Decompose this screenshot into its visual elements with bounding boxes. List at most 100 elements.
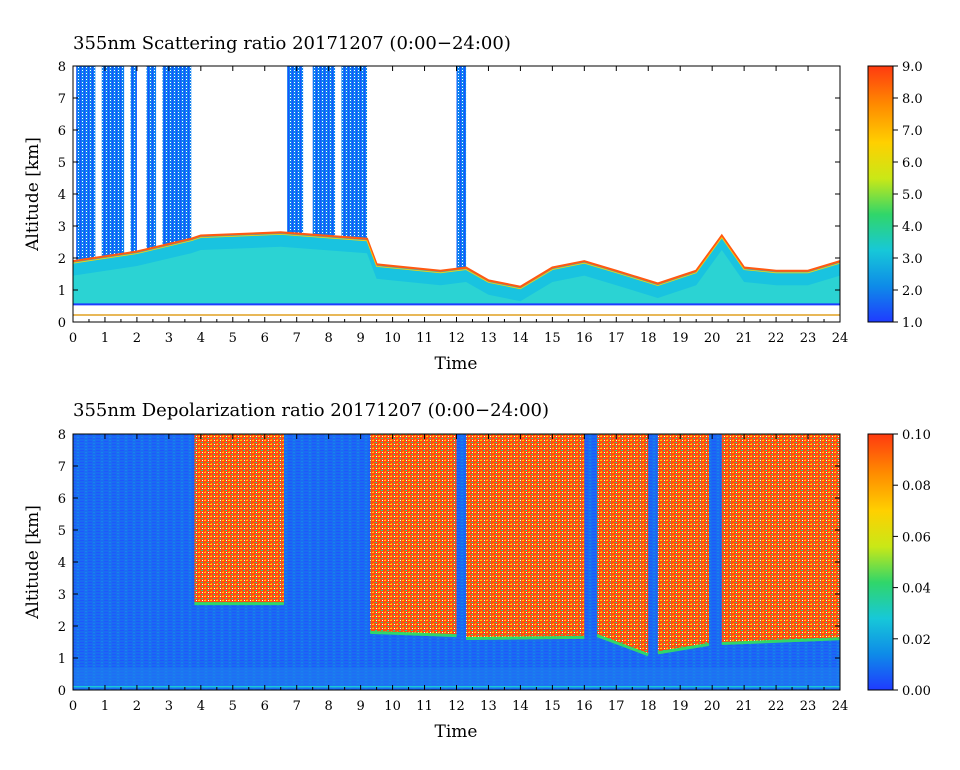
x-tick-label: 4 xyxy=(197,699,205,714)
x-tick-label: 5 xyxy=(229,331,237,346)
y-tick-label: 0 xyxy=(58,684,66,699)
x-tick-label: 0 xyxy=(69,331,77,346)
x-tick-label: 8 xyxy=(325,331,333,346)
x-tick-label: 20 xyxy=(704,331,721,346)
y-tick-label: 4 xyxy=(58,556,66,571)
panel-scattering-ratio: 355nm Scattering ratio 20171207 (0:00−24… xyxy=(23,33,923,374)
x-tick-label: 21 xyxy=(736,331,753,346)
x-tick-label: 9 xyxy=(356,331,364,346)
x-tick-label: 1 xyxy=(101,699,109,714)
colorbar-tick-label: 3.0 xyxy=(902,252,923,267)
colorbar-gradient xyxy=(867,65,894,323)
high-depol-region xyxy=(657,434,709,653)
cloud-column xyxy=(130,66,137,274)
colorbar-tick-label: 1.0 xyxy=(902,316,923,331)
colorbar-tick-label: 0.04 xyxy=(902,582,931,597)
x-tick-label: 3 xyxy=(165,331,173,346)
x-tick-label: 2 xyxy=(133,699,141,714)
heatmap-scattering xyxy=(72,66,841,316)
x-tick-label: 4 xyxy=(197,331,205,346)
x-tick-label: 23 xyxy=(800,331,817,346)
aerosol-core xyxy=(73,246,840,305)
colorbar-tick-label: 8.0 xyxy=(902,92,923,107)
x-tick-label: 3 xyxy=(165,699,173,714)
y-tick-label: 1 xyxy=(58,284,66,299)
x-tick-label: 17 xyxy=(608,331,625,346)
x-tick-label: 12 xyxy=(448,699,465,714)
colorbar-tick-label: 5.0 xyxy=(902,188,923,203)
no-data-band xyxy=(73,304,840,314)
cloud-column xyxy=(312,66,336,274)
colorbar-ticks: 1.0 2.0 3.0 4.0 5.0 6.0 7.0 8.0 9.0 xyxy=(893,60,923,331)
x-tick-label: 0 xyxy=(69,699,77,714)
y-tick-label: 4 xyxy=(58,188,66,203)
panel-depolarization-ratio: 355nm Depolarization ratio 20171207 (0:0… xyxy=(23,400,931,742)
colorbar-tick-label: 4.0 xyxy=(902,220,923,235)
x-tick-label: 23 xyxy=(800,699,817,714)
x-tick-label: 2 xyxy=(133,331,141,346)
high-depol-region xyxy=(721,434,840,644)
y-axis: 0 1 2 3 4 5 6 7 8 xyxy=(58,60,840,331)
high-depol-region xyxy=(466,434,585,639)
x-tick-label: 22 xyxy=(768,331,785,346)
x-tick-label: 8 xyxy=(325,699,333,714)
x-tick-label: 22 xyxy=(768,699,785,714)
layer-top-edge xyxy=(72,231,841,288)
y-tick-label: 6 xyxy=(58,492,66,507)
near-ground-band xyxy=(73,667,840,687)
x-tick-label: 16 xyxy=(576,699,593,714)
y-tick-label: 2 xyxy=(58,620,66,635)
y-tick-label: 3 xyxy=(58,588,66,603)
cloud-column xyxy=(146,66,157,274)
x-tick-label: 6 xyxy=(261,699,269,714)
chart-title: 355nm Scattering ratio 20171207 (0:00−24… xyxy=(73,33,511,54)
high-depol-region xyxy=(597,434,649,655)
depol-base-edge xyxy=(466,635,585,640)
x-tick-label: 13 xyxy=(480,699,497,714)
x-tick-label: 24 xyxy=(832,699,849,714)
colorbar-tick-label: 0.08 xyxy=(902,479,931,494)
x-tick-label: 15 xyxy=(544,331,561,346)
cloud-column xyxy=(76,66,96,274)
colorbar-tick-label: 9.0 xyxy=(902,60,923,75)
depol-base-edge xyxy=(657,642,710,655)
y-tick-label: 6 xyxy=(58,124,66,139)
cloud-column xyxy=(456,66,467,274)
x-tick-label: 12 xyxy=(448,331,465,346)
x-tick-label: 21 xyxy=(736,699,753,714)
x-tick-label: 7 xyxy=(293,331,301,346)
colorbar-tick-label: 0.06 xyxy=(902,530,931,545)
x-tick-label: 13 xyxy=(480,331,497,346)
layer-top-edge-inner xyxy=(72,233,841,290)
y-tick-label: 2 xyxy=(58,252,66,267)
y-tick-label: 1 xyxy=(58,652,66,667)
colorbar-tick-label: 0.10 xyxy=(902,428,931,443)
plot-area xyxy=(72,433,841,691)
y-tick-label: 7 xyxy=(58,460,66,475)
y-tick-label: 7 xyxy=(58,92,66,107)
y-axis-label: Altitude [km] xyxy=(23,137,43,252)
x-tick-label: 7 xyxy=(293,699,301,714)
y-tick-label: 0 xyxy=(58,316,66,331)
x-axis-label: Time xyxy=(435,354,478,374)
colorbar-tick-label: 2.0 xyxy=(902,284,923,299)
high-depol-region xyxy=(194,434,284,604)
colorbar-tick-label: 6.0 xyxy=(902,156,923,171)
x-axis: 0 1 2 3 4 5 6 7 8 9 10 11 12 13 14 15 16 17 18 19 20 21 22 23 24 xyxy=(69,66,848,346)
x-tick-label: 19 xyxy=(672,699,689,714)
x-tick-label: 14 xyxy=(512,699,529,714)
y-axis: 0 1 2 3 4 5 6 7 8 xyxy=(58,428,840,699)
y-tick-label: 3 xyxy=(58,220,66,235)
colorbar: 1.0 2.0 3.0 4.0 5.0 6.0 7.0 8.0 9.0 xyxy=(867,60,923,331)
y-tick-label: 8 xyxy=(58,428,66,443)
x-tick-label: 10 xyxy=(384,699,401,714)
cloud-column xyxy=(101,66,125,274)
cloud-column xyxy=(287,66,304,274)
plot-area xyxy=(72,65,841,323)
depol-base-edge xyxy=(721,637,841,645)
x-tick-label: 11 xyxy=(416,699,433,714)
x-tick-label: 10 xyxy=(384,331,401,346)
x-tick-label: 16 xyxy=(576,331,593,346)
y-axis-label: Altitude [km] xyxy=(23,505,43,620)
x-tick-label: 15 xyxy=(544,699,561,714)
